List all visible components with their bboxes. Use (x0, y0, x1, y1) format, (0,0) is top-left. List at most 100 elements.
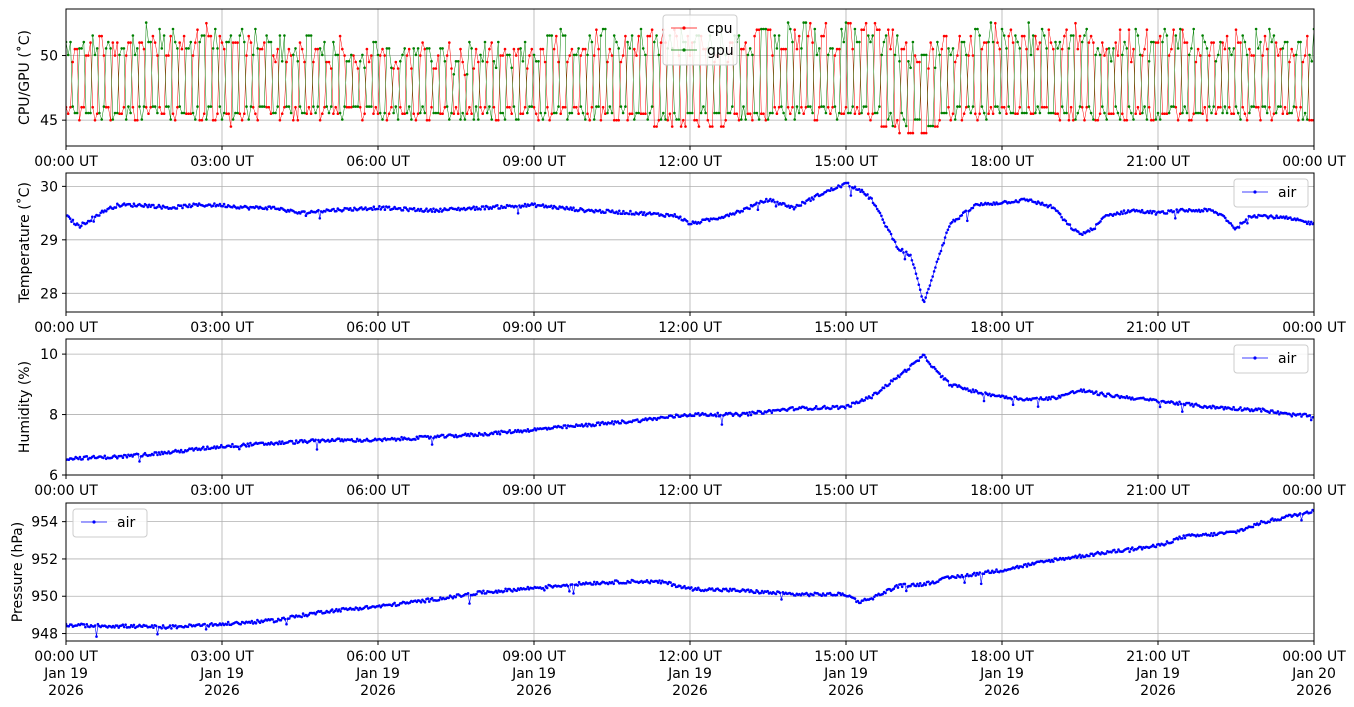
data-point (165, 105, 168, 108)
data-point (774, 592, 778, 596)
data-point (860, 188, 864, 192)
data-point (1297, 118, 1300, 122)
data-point (728, 111, 732, 115)
data-point (853, 112, 857, 115)
data-point (497, 118, 500, 122)
data-point (780, 105, 783, 108)
data-point (323, 105, 326, 109)
data-point (816, 192, 819, 196)
data-point (1014, 112, 1017, 115)
data-point (713, 111, 716, 115)
data-point (878, 105, 881, 108)
data-point (851, 105, 854, 108)
data-point (303, 60, 306, 64)
data-point (378, 205, 381, 208)
data-point (407, 47, 411, 51)
data-point (844, 105, 848, 109)
data-point (258, 621, 262, 624)
data-point (1165, 212, 1169, 215)
data-point (494, 66, 498, 70)
data-point (145, 203, 148, 207)
data-point (773, 105, 776, 109)
data-point (1049, 41, 1053, 44)
data-point (140, 118, 144, 121)
data-point (508, 429, 512, 432)
data-point (479, 105, 482, 109)
data-point (481, 60, 485, 63)
data-point (502, 590, 506, 593)
data-point (907, 367, 911, 371)
data-point (385, 47, 389, 50)
data-point (1005, 47, 1008, 50)
data-point (245, 54, 248, 57)
data-point (555, 111, 558, 115)
data-point (616, 212, 620, 215)
data-point (557, 60, 560, 64)
data-point (229, 34, 233, 37)
data-point (1281, 47, 1285, 50)
data-point (822, 34, 825, 38)
data-point (586, 425, 589, 428)
data-point (421, 41, 424, 44)
data-point (942, 111, 946, 115)
data-point (1216, 53, 1220, 57)
data-point (332, 40, 335, 44)
data-point (131, 34, 135, 37)
data-point (426, 435, 430, 438)
data-point (407, 209, 410, 213)
data-point (1089, 34, 1093, 38)
data-point (1263, 34, 1267, 38)
data-point (889, 47, 892, 51)
data-point (970, 390, 973, 394)
data-point (1163, 112, 1166, 115)
data-point (871, 34, 874, 37)
data-point (697, 125, 701, 128)
data-point (400, 435, 403, 439)
data-point (855, 105, 859, 109)
data-point (1121, 212, 1124, 216)
data-point (370, 105, 373, 108)
data-point (599, 118, 603, 122)
data-point (120, 112, 123, 115)
data-point (1165, 34, 1169, 37)
data-point (334, 53, 338, 57)
data-point (862, 105, 866, 108)
data-point (114, 206, 118, 209)
data-point (1000, 27, 1004, 31)
data-point (339, 610, 342, 613)
data-point (508, 53, 511, 57)
data-point (733, 213, 736, 216)
data-point (84, 111, 88, 115)
data-point (826, 105, 830, 109)
data-point (1112, 112, 1115, 115)
data-point (146, 205, 150, 209)
data-point (416, 207, 420, 211)
data-point (264, 206, 268, 209)
data-point (343, 105, 346, 108)
data-point (896, 586, 900, 589)
data-point (1130, 111, 1133, 115)
data-point (196, 28, 199, 32)
data-point (566, 118, 569, 121)
data-point (91, 105, 94, 109)
data-point (975, 390, 979, 393)
data-point (877, 209, 880, 213)
data-point (505, 589, 509, 593)
x-tick-label: 15:00 UT (814, 483, 878, 499)
data-point (978, 34, 981, 37)
data-point (122, 47, 126, 50)
data-point (432, 67, 436, 70)
x-tick-label: 12:00 UT (658, 154, 722, 170)
data-point (746, 53, 750, 57)
data-point (593, 210, 596, 214)
data-point (1085, 105, 1088, 109)
data-point (381, 118, 384, 121)
data-point (202, 112, 206, 115)
data-point (214, 447, 218, 450)
data-point (599, 34, 603, 37)
data-point (1002, 394, 1005, 398)
data-point (92, 220, 95, 223)
data-point (1239, 41, 1242, 44)
data-point (1011, 41, 1015, 44)
